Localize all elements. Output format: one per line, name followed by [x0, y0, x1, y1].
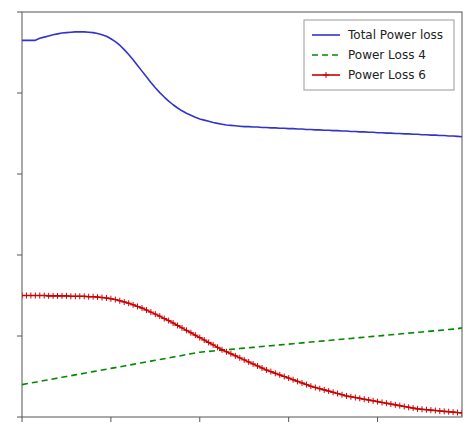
series-marker	[397, 403, 403, 409]
y-tick	[17, 93, 22, 94]
series-marker	[112, 297, 118, 303]
legend: Total Power loss Power Loss 4 Power Loss 6	[304, 20, 454, 90]
legend-label: Power Loss 4	[348, 48, 426, 62]
series-marker	[357, 395, 363, 401]
x-tick	[110, 417, 111, 422]
series-marker	[348, 394, 354, 400]
y-tick	[17, 12, 22, 13]
series-marker	[379, 399, 385, 405]
series-marker	[330, 389, 336, 395]
series-marker	[401, 403, 407, 409]
legend-swatch	[312, 34, 340, 36]
series-marker	[121, 299, 127, 305]
x-tick	[22, 417, 23, 422]
series-line	[22, 296, 462, 413]
legend-label: Total Power loss	[347, 28, 443, 42]
x-tick	[199, 417, 200, 422]
y-tick	[17, 174, 22, 175]
legend-label: Power Loss 6	[348, 68, 426, 82]
plot-frame	[22, 12, 462, 417]
series-marker	[326, 388, 332, 394]
x-tick	[288, 417, 289, 422]
legend-box	[304, 20, 454, 90]
series-marker	[366, 397, 372, 403]
series-marker	[308, 383, 314, 389]
series-marker	[392, 402, 398, 408]
series-marker	[406, 404, 412, 410]
y-tick	[17, 417, 22, 418]
legend-swatch	[312, 54, 340, 56]
series-marker	[361, 396, 367, 402]
series-marker	[339, 392, 345, 398]
chart: Total Power loss Power Loss 4 Power Loss 6	[0, 0, 474, 437]
series-marker	[352, 395, 358, 401]
series-marker	[388, 401, 394, 407]
series-marker	[335, 391, 341, 397]
series-marker	[375, 399, 381, 405]
series-marker	[410, 405, 416, 411]
series-marker	[459, 410, 462, 416]
series-marker	[343, 393, 349, 399]
series-marker	[383, 400, 389, 406]
x-tick	[377, 417, 378, 422]
series-marker	[108, 296, 114, 302]
series-marker	[312, 384, 318, 390]
y-tick	[17, 255, 22, 256]
y-tick	[17, 336, 22, 337]
series-marker	[370, 398, 376, 404]
series-line	[22, 328, 462, 385]
legend-marker	[323, 72, 329, 78]
series-marker	[321, 387, 327, 393]
series-marker	[317, 386, 323, 392]
series-marker	[103, 295, 109, 301]
series-marker	[117, 298, 123, 304]
